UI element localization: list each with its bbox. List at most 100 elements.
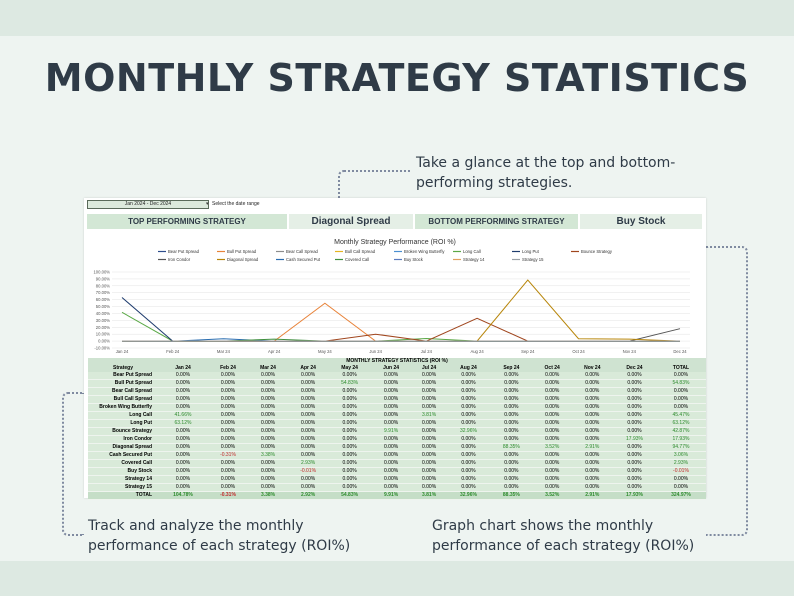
roi-cell: 0.00% (288, 443, 329, 452)
strategy-name: Long Put (88, 419, 158, 428)
roi-cell: 0.00% (371, 395, 412, 404)
strategy-name: Iron Condor (88, 435, 158, 444)
roi-cell: 0.00% (371, 467, 412, 476)
roi-cell: 0.00% (447, 372, 490, 380)
roi-cell: 0.00% (571, 483, 614, 492)
dropdown-arrow-icon[interactable]: ▾ (206, 201, 209, 207)
roi-cell: 0.00% (158, 387, 208, 396)
roi-cell: 0.00% (411, 427, 447, 436)
roi-cell: 0.00% (371, 411, 412, 420)
x-tick-label: May 24 (318, 349, 332, 354)
roi-cell: 0.00% (613, 372, 656, 380)
roi-cell: 0.00% (447, 475, 490, 484)
caption-left: Track and analyze the monthly performanc… (88, 518, 351, 554)
roi-cell: 0.00% (613, 451, 656, 460)
roi-cell: 0.00% (207, 419, 249, 428)
roi-cell: 32.96% (447, 491, 490, 500)
top-performing-label: TOP PERFORMING STRATEGY (87, 214, 287, 229)
roi-cell: 17.93% (613, 435, 656, 444)
roi-cell: 0.00% (532, 451, 572, 460)
roi-cell: 0.00% (371, 435, 412, 444)
roi-cell: 0.00% (613, 395, 656, 404)
y-tick-label: 50.00% (96, 304, 110, 309)
roi-cell: 0.00% (411, 387, 447, 396)
roi-cell: 2.91% (571, 491, 614, 500)
connector-top (338, 170, 410, 200)
table-row: Long Call 41.66% 0.00% 0.00% 0.00% 0.00% 0.00%… (88, 411, 706, 420)
roi-cell: 0.00% (371, 387, 412, 396)
roi-cell: 0.00% (371, 475, 412, 484)
x-tick-label: Oct 24 (572, 349, 585, 354)
roi-cell: 0.00% (207, 483, 249, 492)
column-header: Sep 24 (489, 365, 533, 372)
roi-cell: 0.00% (248, 459, 289, 468)
roi-cell: 3.81% (411, 411, 447, 420)
roi-cell: 0.00% (532, 467, 572, 476)
roi-cell: 0.00% (411, 372, 447, 380)
roi-cell: 0.00% (248, 379, 289, 388)
bottom-performing-value: Buy Stock (580, 214, 702, 229)
roi-cell: 0.00% (532, 419, 572, 428)
roi-cell: 0.00% (447, 459, 490, 468)
roi-cell: 0.00% (411, 443, 447, 452)
roi-cell: 0.00% (288, 387, 329, 396)
roi-cell: 0.00% (571, 403, 614, 412)
y-tick-label: -10.00% (94, 346, 110, 351)
roi-cell: 0.00% (447, 443, 490, 452)
roi-cell: 42.87% (655, 427, 706, 436)
roi-cell: 0.00% (613, 387, 656, 396)
roi-cell: 0.00% (532, 379, 572, 388)
roi-cell: 0.00% (288, 411, 329, 420)
roi-cell: 0.00% (655, 387, 706, 396)
table-row: Long Put 63.12% 0.00% 0.00% 0.00% 0.00% 0.00% 0… (88, 419, 706, 428)
roi-cell: 0.00% (328, 403, 372, 412)
roi-cell: 0.00% (411, 459, 447, 468)
legend-label: Long Put (522, 249, 540, 254)
legend-label: Long Call (463, 249, 481, 254)
roi-cell: 0.00% (613, 475, 656, 484)
strategy-name: Cash Secured Put (88, 451, 158, 460)
roi-cell: 0.00% (571, 419, 614, 428)
roi-cell: 0.00% (158, 435, 208, 444)
roi-cell: 0.00% (207, 467, 249, 476)
legend-label: Bull Call Spread (345, 249, 376, 254)
legend-label: Broken Wing Butterfly (404, 249, 445, 254)
roi-cell: 0.00% (158, 475, 208, 484)
roi-cell: 0.00% (328, 427, 372, 436)
date-range-select[interactable]: Jan 2024 - Dec 2024 (87, 200, 209, 209)
y-tick-label: 80.00% (96, 283, 110, 288)
roi-cell: 0.00% (371, 443, 412, 452)
roi-cell: 0.00% (571, 395, 614, 404)
roi-cell: 0.00% (447, 403, 490, 412)
legend-label: Bear Call Spread (286, 249, 319, 254)
caption-right: Graph chart shows the monthly performanc… (432, 518, 695, 554)
roi-cell: 0.00% (288, 451, 329, 460)
roi-cell: 0.00% (532, 475, 572, 484)
roi-cell: 0.00% (447, 387, 490, 396)
roi-cell: 9.91% (371, 427, 412, 436)
roi-cell: 0.00% (571, 372, 614, 380)
roi-cell: 0.00% (288, 379, 329, 388)
roi-cell: 0.00% (207, 443, 249, 452)
roi-cell: 2.93% (655, 459, 706, 468)
roi-cell: 0.00% (371, 372, 412, 380)
legend-label: Cash Secured Put (286, 257, 321, 262)
y-tick-label: 70.00% (96, 290, 110, 295)
column-header: Aug 24 (447, 365, 490, 372)
roi-cell: 3.52% (532, 491, 572, 500)
roi-cell: 0.00% (207, 427, 249, 436)
bottom-band (0, 561, 794, 596)
roi-cell: 0.00% (371, 451, 412, 460)
table-row: Strategy 15 0.00% 0.00% 0.00% 0.00% 0.00% 0.00… (88, 483, 706, 492)
roi-cell: 0.00% (532, 387, 572, 396)
roi-cell: 3.38% (248, 451, 289, 460)
roi-cell: 0.00% (328, 395, 372, 404)
roi-cell: 0.00% (489, 435, 533, 444)
roi-cell: 0.00% (532, 395, 572, 404)
bottom-performing-label: BOTTOM PERFORMING STRATEGY (415, 214, 578, 229)
roi-cell: 0.00% (655, 372, 706, 380)
legend-label: Bull Put Spread (227, 249, 257, 254)
top-performing-value: Diagonal Spread (289, 214, 413, 229)
strategy-name: Bull Call Spread (88, 395, 158, 404)
roi-cell: 2.92% (288, 491, 329, 500)
